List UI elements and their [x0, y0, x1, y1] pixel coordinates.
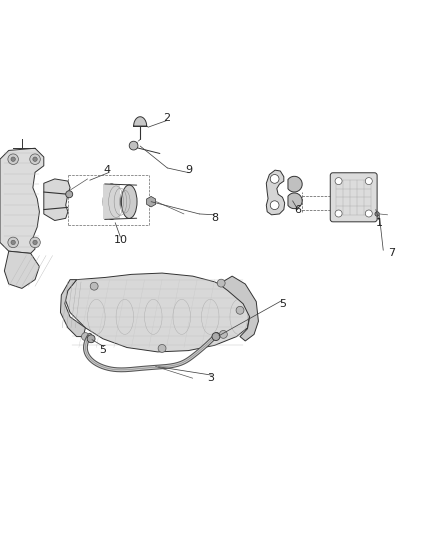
Polygon shape [219, 276, 258, 341]
Polygon shape [4, 251, 39, 288]
Ellipse shape [103, 184, 120, 220]
Text: 6: 6 [294, 205, 301, 215]
Circle shape [212, 333, 220, 341]
Text: 7: 7 [389, 248, 396, 259]
Circle shape [30, 237, 40, 248]
Circle shape [30, 154, 40, 165]
Polygon shape [288, 176, 302, 192]
Polygon shape [288, 193, 302, 208]
Text: 4: 4 [104, 165, 111, 175]
Circle shape [335, 177, 342, 184]
Polygon shape [266, 170, 285, 215]
Circle shape [375, 212, 379, 216]
FancyBboxPatch shape [330, 173, 377, 222]
Circle shape [90, 282, 98, 290]
Circle shape [270, 201, 279, 209]
Circle shape [8, 237, 18, 248]
Polygon shape [44, 179, 70, 221]
Bar [103, 184, 120, 220]
Text: 10: 10 [113, 235, 127, 245]
Text: 5: 5 [99, 345, 106, 355]
Circle shape [129, 141, 138, 150]
Circle shape [11, 240, 15, 245]
Circle shape [236, 306, 244, 314]
Circle shape [81, 333, 89, 341]
Circle shape [365, 210, 372, 217]
Circle shape [66, 191, 73, 198]
Circle shape [158, 344, 166, 352]
Circle shape [11, 157, 15, 161]
Polygon shape [60, 280, 85, 336]
Text: 8: 8 [211, 213, 218, 223]
Circle shape [365, 177, 372, 184]
Circle shape [270, 174, 279, 183]
Circle shape [335, 210, 342, 217]
Text: 9: 9 [185, 165, 192, 175]
Text: 2: 2 [163, 112, 170, 123]
Circle shape [8, 154, 18, 165]
Circle shape [148, 198, 155, 205]
Ellipse shape [121, 185, 137, 219]
Circle shape [87, 335, 95, 343]
Polygon shape [0, 148, 44, 253]
Circle shape [33, 240, 37, 245]
Polygon shape [64, 273, 250, 352]
Circle shape [219, 330, 227, 338]
Circle shape [217, 279, 225, 287]
Text: 1: 1 [375, 217, 382, 228]
Circle shape [33, 157, 37, 161]
Polygon shape [134, 117, 147, 126]
Text: 3: 3 [207, 373, 214, 383]
Text: 5: 5 [279, 298, 286, 309]
Polygon shape [147, 197, 155, 207]
